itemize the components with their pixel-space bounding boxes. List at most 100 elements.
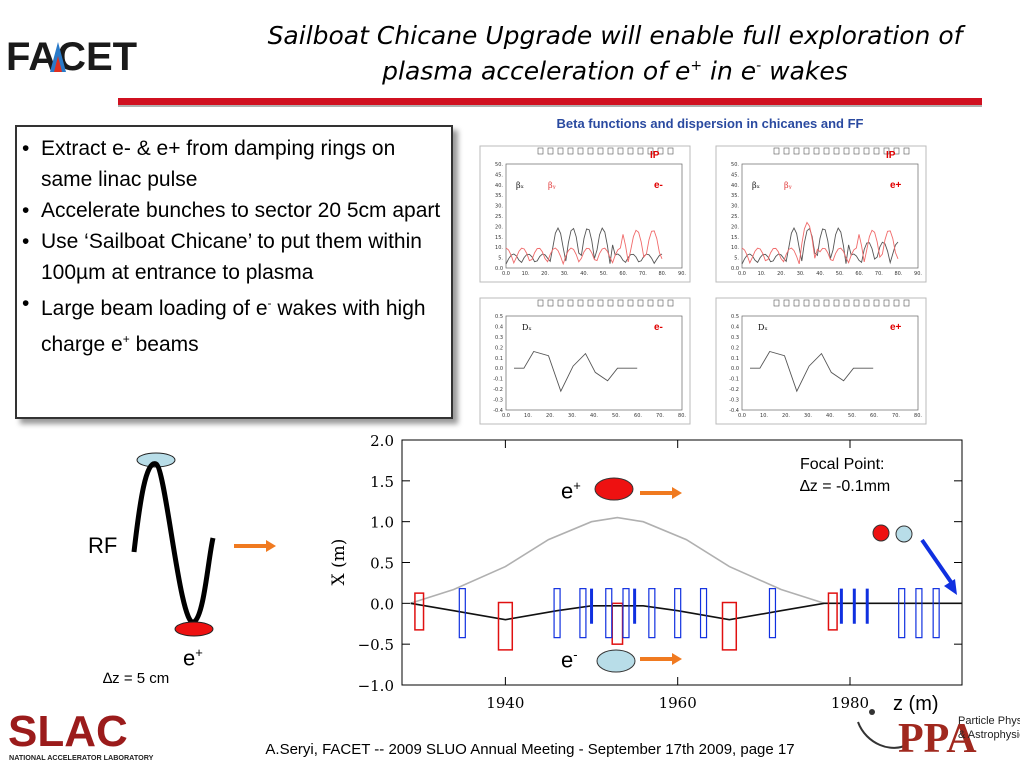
tick-label: 0.0 <box>738 271 746 277</box>
title-line-1: Sailboat Chicane Upgrade will enable ful… <box>267 21 963 50</box>
tick-label: 0.2 <box>731 345 739 351</box>
tick-label: 70. <box>892 413 900 419</box>
beta-panel: 50. 45. 40. 35. 30. 25. 20. 15. 10. 5. 0.00.0 10. 20… <box>715 145 927 283</box>
magnet-icon <box>893 299 900 307</box>
beta-panels: 50.45.40.35.30.25.20.15.10.5.0.00.0 10. 20… <box>479 145 927 425</box>
y-tick-label: −0.5 <box>358 636 394 654</box>
tick-label: 80. <box>678 413 686 419</box>
tick-label: 25. <box>731 214 739 220</box>
quadrupole-magnet <box>932 588 940 639</box>
tick-label: 50. <box>612 413 620 419</box>
e-plus-arrow-icon <box>640 487 682 499</box>
tick-label: 0.3 <box>731 335 739 341</box>
slac-logo-subtext: NATIONAL ACCELERATOR LABORATORY <box>9 753 154 762</box>
y-tick-label: 2.0 <box>370 432 394 450</box>
magnet-icon <box>647 147 654 155</box>
magnet-icon <box>823 299 830 307</box>
tick-label: 20. <box>731 224 739 230</box>
facet-logo: FACET <box>6 35 137 78</box>
tick-label: 45. <box>731 172 739 178</box>
magnet-icon <box>587 147 594 155</box>
dispersion-label: Dₓ <box>522 323 532 332</box>
magnet-icon <box>617 299 624 307</box>
magnet-icon <box>863 147 870 155</box>
tick-label: 30. <box>495 204 503 210</box>
magnet-icon <box>637 299 644 307</box>
series-line <box>410 516 825 605</box>
tick-label: 0.0 <box>731 266 739 272</box>
beam-label: e- <box>654 180 663 191</box>
e-plus-bunch <box>594 477 634 501</box>
tick-label: 70. <box>875 271 883 277</box>
tick-label: 80. <box>894 271 902 277</box>
x-tick-label: 1960 <box>659 694 697 712</box>
magnet-icon <box>567 147 574 155</box>
beam-label: e+ <box>890 180 902 191</box>
title-line-2: plasma acceleration of e+ in e- wakes <box>200 51 1024 86</box>
quadrupole-magnet <box>674 588 682 639</box>
beta-y-label: βᵧ <box>784 181 792 190</box>
rf-e-plus-text: e <box>183 645 196 671</box>
y-tick-label: 1.5 <box>370 473 394 491</box>
tick-label: 0.0 <box>495 266 503 272</box>
plot-frame <box>401 439 963 686</box>
x-tick-label: 1980 <box>831 694 869 712</box>
tick-label: 50. <box>848 413 856 419</box>
focal-line-1: Focal Point: <box>800 456 885 473</box>
tick-label: 35. <box>731 193 739 199</box>
tick-label: 30. <box>804 413 812 419</box>
dispersion-curve <box>750 350 874 393</box>
magnet-icon <box>833 299 840 307</box>
focal-arrow-icon <box>920 538 957 595</box>
magnet-icon <box>853 299 860 307</box>
tick-label: 60. <box>855 271 863 277</box>
magnet-icon <box>833 147 840 155</box>
magnet-icon <box>803 299 810 307</box>
e-minus-bunch <box>596 649 636 673</box>
bullet-text: beams <box>129 333 199 356</box>
tick-label: 0.0 <box>502 271 510 277</box>
tick-label: 90. <box>678 271 686 277</box>
tick-label: -0.4 <box>493 408 503 414</box>
magnet-icon <box>873 299 880 307</box>
ppa-dot-icon <box>869 709 875 715</box>
magnet-icon <box>667 299 674 307</box>
tick-label: 30. <box>561 271 569 277</box>
page-title: Sailboat Chicane Upgrade will enable ful… <box>200 20 1024 86</box>
tick-label: -0.3 <box>729 398 739 404</box>
quadrupole-magnet <box>699 588 708 639</box>
bullet-text: wakes with high charge e <box>41 297 426 356</box>
tick-label: 80. <box>658 271 666 277</box>
plot-x-ticks: 1940 1960 1980 <box>486 440 869 712</box>
x-axis-label: z (m) <box>893 693 939 715</box>
tick-label: 0.4 <box>731 324 739 330</box>
plot-area <box>505 315 683 411</box>
ppa-swirl-icon <box>857 721 909 749</box>
tick-label: 15. <box>731 235 739 241</box>
magnet-icon <box>557 147 564 155</box>
rf-diagram <box>131 452 276 637</box>
y-tick-label: −1.0 <box>358 677 394 695</box>
y-tick-label: 0.0 <box>370 595 394 613</box>
tick-label: 20. <box>782 413 790 419</box>
ppa-subtext-1: Particle Physics <box>958 715 1020 727</box>
magnet-icon <box>783 147 790 155</box>
dispersion-curve <box>514 350 638 393</box>
magnet-icon <box>793 299 800 307</box>
tick-label: 0.3 <box>495 335 503 341</box>
magnet-icon <box>873 147 880 155</box>
magnet-icon <box>853 147 860 155</box>
magnet-icon <box>803 147 810 155</box>
magnet-icon <box>773 147 780 155</box>
tick-label: 50. <box>495 162 503 168</box>
tick-label: 0.0 <box>502 413 510 419</box>
tick-label: 20. <box>541 271 549 277</box>
slac-logo: SLAC NATIONAL ACCELERATOR LABORATORY <box>8 707 154 762</box>
panel-frame <box>715 297 927 425</box>
tick-label: 10. <box>522 271 530 277</box>
quadrupole-magnet <box>622 588 630 639</box>
tick-label: 5. <box>734 256 739 262</box>
bullet-text: Large beam loading of e <box>41 297 268 320</box>
tick-label: 0.2 <box>495 345 503 351</box>
quadrupole-magnet <box>898 588 906 639</box>
